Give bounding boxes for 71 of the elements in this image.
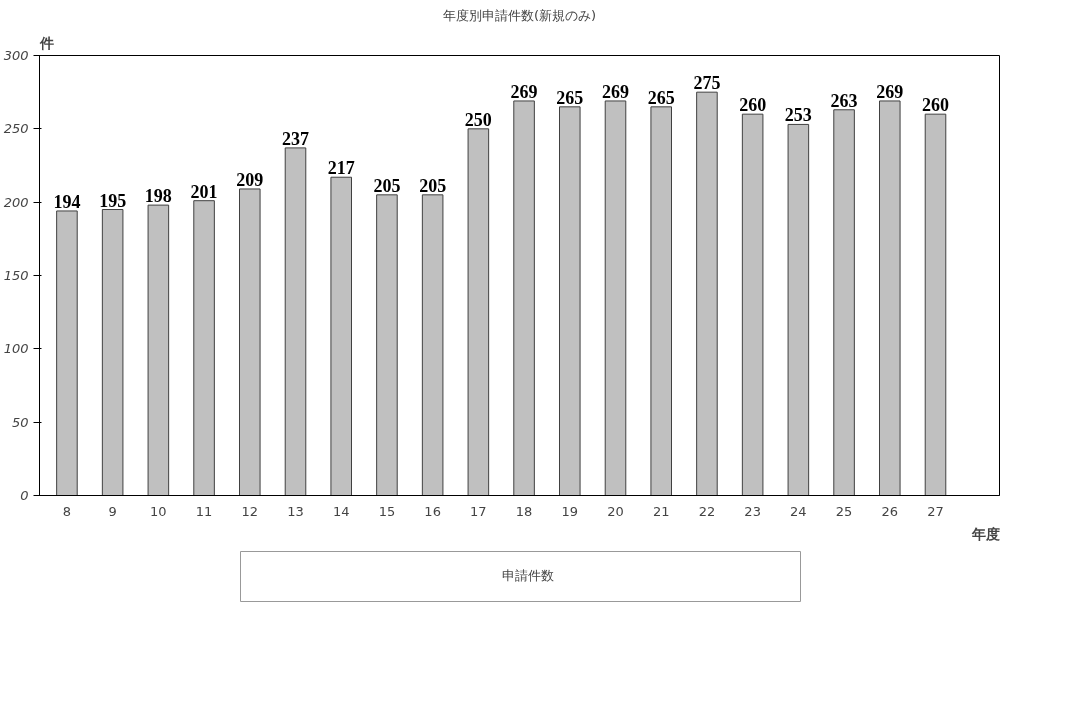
x-tick-label: 18 — [515, 503, 533, 519]
data-label: 265 — [556, 87, 584, 108]
data-label: 269 — [876, 81, 904, 102]
y-tick-label: 250 — [3, 121, 29, 137]
bar — [604, 100, 627, 496]
x-tick-label: 25 — [835, 503, 853, 519]
bar — [787, 123, 810, 496]
bar — [696, 91, 718, 496]
chart-title: 年度別申請件数(新規のみ) — [442, 7, 597, 23]
data-label: 260 — [739, 95, 767, 116]
bar — [650, 106, 672, 496]
data-label: 265 — [647, 87, 675, 108]
x-tick-label: 9 — [108, 503, 117, 519]
x-tick-label: 10 — [150, 503, 167, 519]
bar — [56, 210, 78, 496]
x-axis-title: 年度 — [970, 525, 1000, 542]
bar — [284, 147, 307, 496]
x-tick-label: 26 — [881, 503, 899, 519]
y-tick-label: 200 — [3, 194, 29, 210]
y-tick-label: 100 — [3, 341, 29, 357]
data-label: 250 — [464, 109, 492, 130]
bar — [924, 113, 947, 496]
data-label: 269 — [602, 81, 629, 102]
data-label: 209 — [236, 169, 264, 190]
bar — [193, 200, 215, 496]
x-tick-label: 11 — [195, 503, 213, 519]
x-tick-label: 19 — [561, 503, 579, 519]
y-tick-label: 0 — [20, 488, 29, 503]
text: 申請件数 — [501, 567, 554, 585]
x-tick-label: 17 — [470, 503, 487, 519]
bar — [376, 194, 398, 496]
bar — [330, 176, 352, 496]
x-tick-label: 15 — [378, 503, 396, 519]
bar — [559, 106, 581, 496]
data-label: 275 — [693, 73, 721, 94]
bar — [147, 204, 170, 496]
y-axis-title: 件 — [38, 34, 54, 51]
data-label: 205 — [373, 175, 401, 196]
data-label: 253 — [784, 105, 812, 126]
data-label: 201 — [190, 181, 218, 202]
x-tick-label: 8 — [62, 503, 72, 519]
data-label: 260 — [922, 95, 949, 116]
data-label: 263 — [830, 90, 858, 111]
x-tick-label: 22 — [698, 503, 716, 519]
x-tick-label: 16 — [424, 503, 441, 519]
data-label: 237 — [282, 128, 309, 149]
bar — [741, 113, 764, 496]
data-label: 198 — [144, 186, 172, 207]
data-label: 269 — [510, 81, 538, 102]
x-tick-label: 13 — [287, 503, 304, 519]
x-tick-label: 27 — [927, 503, 944, 519]
data-label: 205 — [419, 175, 447, 196]
x-tick-label: 14 — [332, 503, 350, 519]
x-tick-label: 20 — [607, 503, 624, 519]
y-tick-label: 50 — [11, 414, 29, 430]
bar — [879, 100, 901, 496]
x-tick-label: 24 — [790, 503, 807, 519]
bar — [833, 109, 855, 496]
x-tick-label: 21 — [652, 503, 670, 519]
y-tick-label: 150 — [3, 268, 29, 283]
bar — [513, 100, 535, 496]
y-tick-label: 300 — [3, 48, 29, 63]
data-label: 195 — [99, 190, 127, 211]
bar — [239, 188, 261, 496]
x-tick-label: 12 — [241, 503, 259, 519]
data-label: 217 — [327, 158, 355, 179]
data-label: 194 — [53, 191, 81, 212]
bar — [101, 209, 124, 496]
bar — [467, 128, 490, 496]
x-tick-label: 23 — [744, 503, 761, 519]
bar — [421, 194, 444, 496]
